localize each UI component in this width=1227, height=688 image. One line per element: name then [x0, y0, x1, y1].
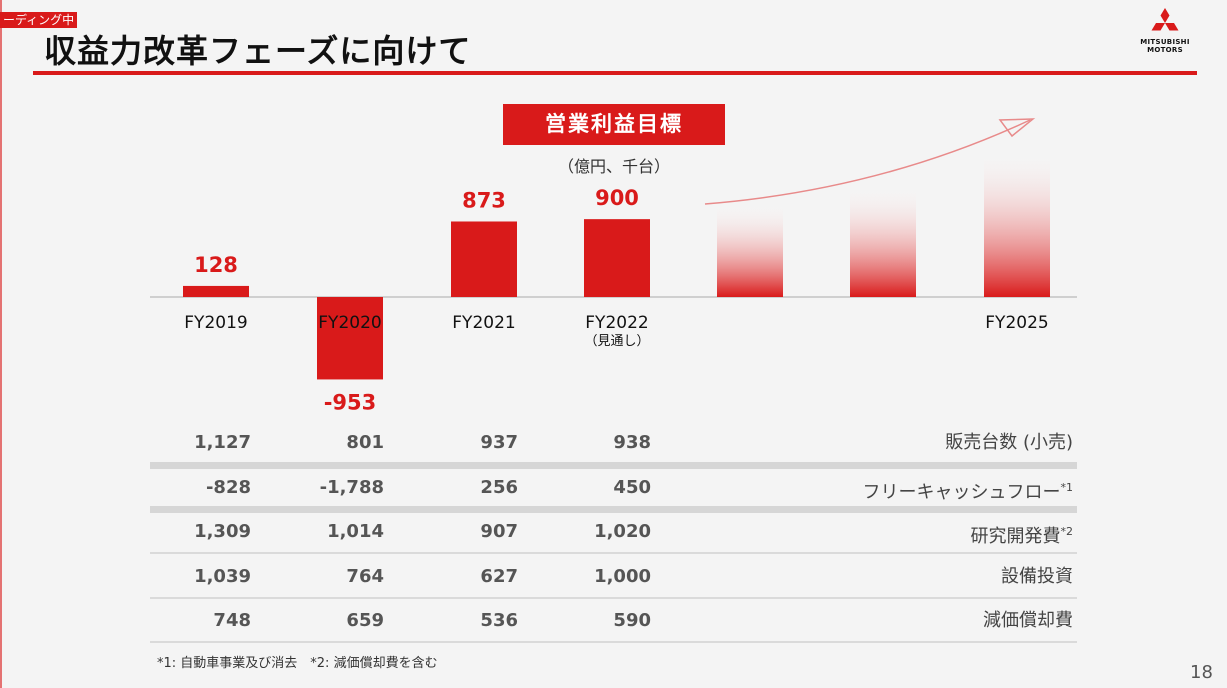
table-cell: 907 — [480, 521, 518, 542]
row-label-text: 減価償却費 — [983, 610, 1073, 631]
table-row: 1,309 1,014 907 1,020 研究開発費*2 — [150, 512, 1077, 552]
table-cell: 590 — [613, 610, 651, 631]
bar-FY2022 — [584, 219, 650, 297]
trend-arrow-head — [998, 118, 1036, 138]
row-label: フリーキャッシュフロー*1 — [863, 468, 1074, 513]
x-tick-label: FY2021 — [452, 313, 515, 333]
page-number: 18 — [1190, 662, 1213, 683]
value-label: -953 — [324, 390, 377, 414]
table-cell: 1,000 — [594, 566, 651, 587]
row-separator — [150, 552, 1077, 554]
value-label: 873 — [462, 188, 506, 212]
projected-bar — [850, 185, 916, 297]
row-label-text: フリーキャッシュフロー — [862, 482, 1061, 503]
title-underline — [33, 71, 1197, 75]
table-cell: 1,039 — [194, 566, 251, 587]
table-cell: 937 — [480, 432, 518, 453]
x-tick-label: FY2022 — [585, 313, 648, 333]
table-cell: 938 — [613, 432, 651, 453]
left-edge-bar — [0, 0, 2, 688]
table-cell: 450 — [613, 477, 651, 498]
x-tick-sublabel: （見通し） — [584, 334, 649, 349]
table-cell: 764 — [346, 566, 384, 587]
footnote: *1: 自動車事業及び消去 *2: 減価償却費を含む — [157, 656, 438, 671]
table-row: 748 659 536 590 減価償却費 — [150, 601, 1077, 641]
logo-line2: MOTORS — [1147, 46, 1183, 54]
row-label: 設備投資 — [1001, 557, 1073, 597]
table-cell: -828 — [205, 477, 251, 498]
loading-overlay-text: ーディング中 — [0, 12, 78, 28]
projected-bar — [717, 202, 783, 297]
x-tick-label: FY2025 — [985, 313, 1048, 333]
table-cell: 536 — [480, 610, 518, 631]
trend-arrow-line — [704, 119, 1031, 205]
table-row: 1,127 801 937 938 販売台数 (小売) — [150, 423, 1077, 463]
chart-unit-label: （億円、千台） — [557, 157, 670, 176]
row-separator — [150, 641, 1077, 643]
table-cell: 1,020 — [594, 521, 651, 542]
row-separator — [150, 597, 1077, 599]
bar-FY2021 — [451, 221, 517, 297]
table-row: -828 -1,788 256 450 フリーキャッシュフロー*1 — [150, 468, 1077, 508]
table-cell: 659 — [346, 610, 384, 631]
three-diamonds-icon — [1151, 8, 1179, 31]
table-cell: 1,309 — [194, 521, 251, 542]
table-row: 1,039 764 627 1,000 設備投資 — [150, 557, 1077, 597]
row-label-footnote-mark: *2 — [1060, 525, 1074, 538]
table-cell: 627 — [480, 566, 518, 587]
row-separator — [150, 506, 1077, 513]
chart-title-box: 営業利益目標 — [503, 104, 725, 145]
x-tick-label: FY2019 — [184, 313, 247, 333]
table-cell: 1,014 — [327, 521, 384, 542]
table-cell: 1,127 — [194, 432, 251, 453]
bar-FY2019 — [183, 285, 249, 297]
table-cell: 748 — [213, 610, 251, 631]
mitsubishi-logo: MITSUBISHI MOTORS — [1137, 8, 1193, 64]
row-label: 減価償却費 — [983, 601, 1073, 641]
row-label-footnote-mark: *1 — [1060, 481, 1074, 494]
projected-bar — [984, 149, 1050, 297]
row-label-text: 設備投資 — [1001, 566, 1073, 587]
table-cell: -1,788 — [319, 477, 384, 498]
logo-line1: MITSUBISHI — [1140, 38, 1190, 46]
table-cell: 801 — [346, 432, 384, 453]
row-label-text: 研究開発費 — [970, 526, 1061, 547]
row-separator — [150, 462, 1077, 469]
bar-FY2020 — [317, 297, 383, 380]
table-cell: 256 — [480, 477, 518, 498]
row-label-text: 販売台数 (小売) — [945, 432, 1073, 453]
page-title: 収益力改革フェーズに向けて — [44, 32, 472, 70]
row-label: 研究開発費*2 — [971, 512, 1074, 557]
value-label: 128 — [194, 253, 238, 277]
x-tick-label: FY2020 — [318, 313, 381, 333]
value-label: 900 — [595, 186, 639, 210]
row-label: 販売台数 (小売) — [945, 423, 1073, 463]
